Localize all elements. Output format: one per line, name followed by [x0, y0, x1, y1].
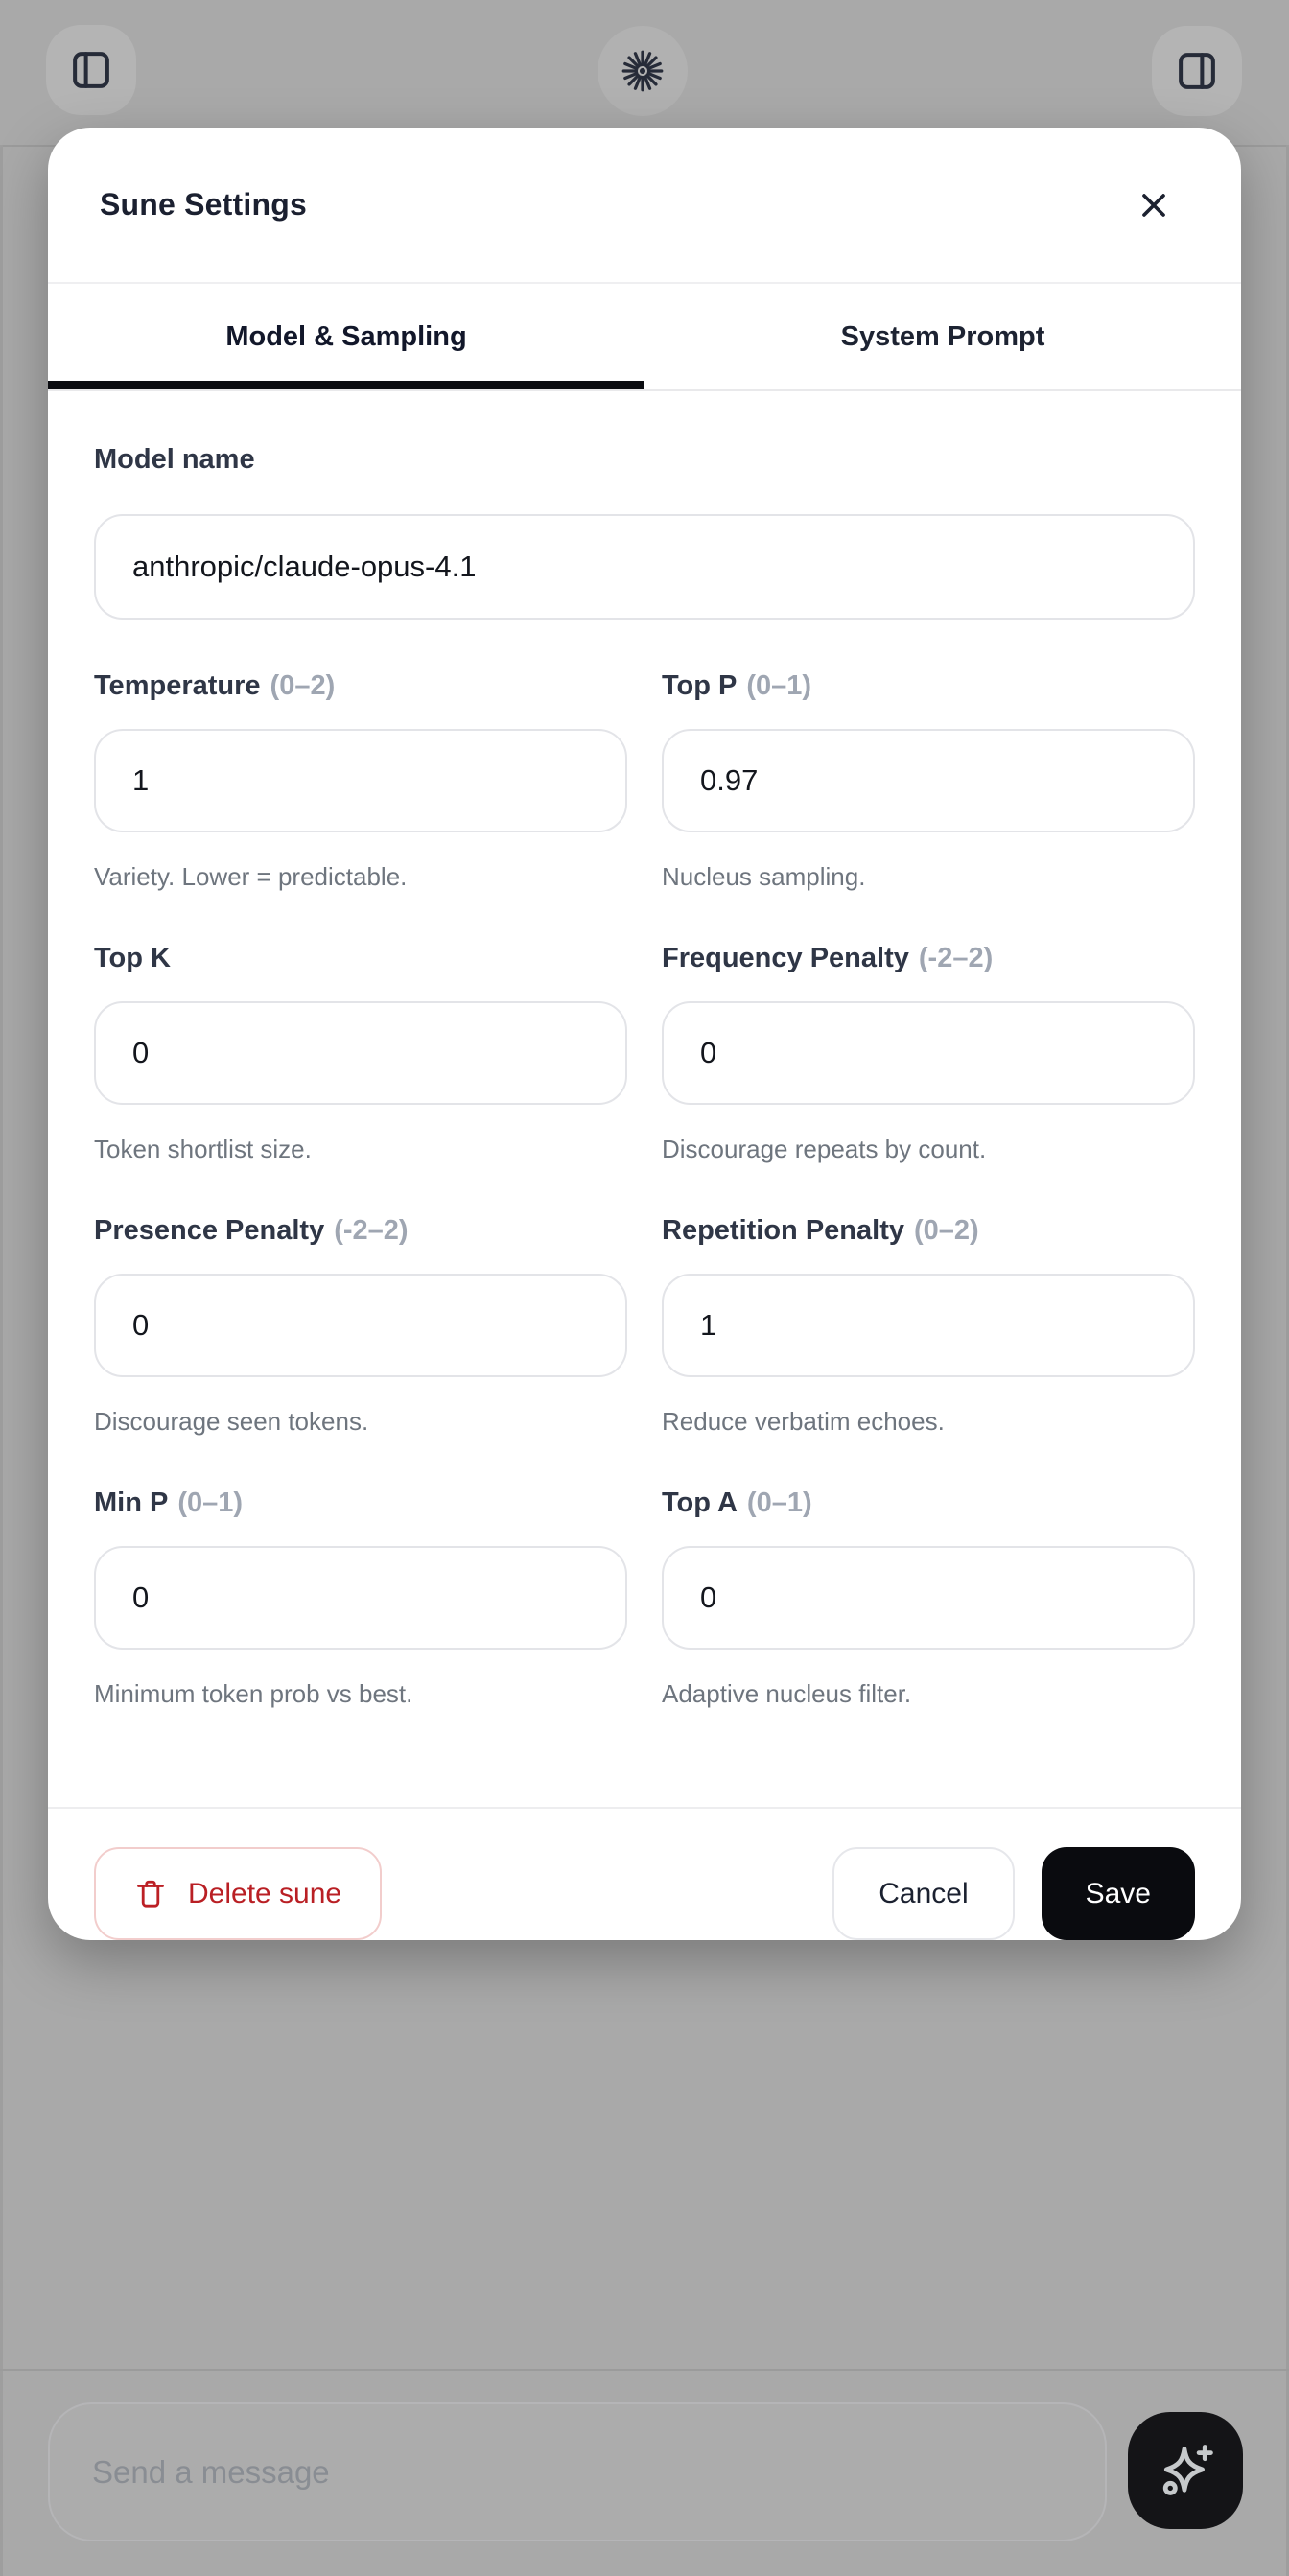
top-k-label: Top K [94, 943, 171, 973]
min-p-label: Min P [94, 1487, 169, 1518]
field-temperature: Temperature (0–2) Variety. Lower = predic… [94, 669, 627, 892]
delete-sune-button[interactable]: Delete sune [94, 1847, 383, 1940]
presence-penalty-label: Presence Penalty [94, 1215, 325, 1246]
temperature-input[interactable] [94, 729, 627, 832]
frequency-penalty-input[interactable] [662, 1001, 1195, 1105]
composer-divider [0, 2369, 1289, 2371]
dialog-header: Sune Settings [48, 128, 1241, 284]
top-a-help: Adaptive nucleus filter. [662, 1679, 912, 1708]
save-button[interactable]: Save [1041, 1847, 1195, 1940]
close-icon [1135, 186, 1173, 224]
top-p-label: Top P [662, 670, 738, 701]
field-presence-penalty: Presence Penalty (-2–2) Discourage seen t… [94, 1214, 627, 1437]
top-a-input[interactable] [662, 1546, 1195, 1650]
presence-penalty-help: Discourage seen tokens. [94, 1407, 369, 1436]
settings-form: Model name Temperature (0–2) Variety. Low… [48, 391, 1241, 1807]
top-k-help: Token shortlist size. [94, 1135, 312, 1163]
message-input[interactable] [48, 2402, 1107, 2541]
app-home-button[interactable] [598, 26, 688, 116]
sampling-params-grid: Temperature (0–2) Variety. Lower = predic… [94, 669, 1195, 1709]
dialog-title: Sune Settings [100, 187, 307, 222]
right-panel-toggle-button[interactable] [1152, 26, 1242, 116]
model-name-label: Model name [94, 444, 255, 475]
background-right-edge [1286, 145, 1289, 2576]
delete-sune-label: Delete sune [188, 1877, 342, 1909]
temperature-label: Temperature [94, 670, 261, 701]
repetition-penalty-label: Repetition Penalty [662, 1215, 904, 1246]
sune-settings-dialog: Sune Settings Model & Sampling System Pr… [48, 128, 1241, 1940]
repetition-penalty-help: Reduce verbatim echoes. [662, 1407, 945, 1436]
trash-icon [134, 1878, 167, 1910]
top-a-range: (0–1) [746, 1487, 812, 1518]
repetition-penalty-range: (0–2) [914, 1215, 979, 1246]
send-sparkle-button[interactable] [1128, 2412, 1243, 2529]
min-p-range: (0–1) [177, 1487, 244, 1518]
settings-tabbar: Model & Sampling System Prompt [48, 284, 1241, 391]
min-p-input[interactable] [94, 1546, 627, 1650]
active-tab-indicator [48, 381, 644, 389]
cancel-button[interactable]: Cancel [832, 1847, 1015, 1940]
top-a-label: Top A [662, 1487, 738, 1518]
field-repetition-penalty: Repetition Penalty (0–2) Reduce verbatim … [662, 1214, 1195, 1437]
repetition-penalty-input[interactable] [662, 1274, 1195, 1377]
field-top-p: Top P (0–1) Nucleus sampling. [662, 669, 1195, 892]
tab-system-prompt[interactable]: System Prompt [644, 284, 1241, 389]
temperature-range: (0–2) [270, 670, 336, 701]
temperature-help: Variety. Lower = predictable. [94, 862, 408, 891]
sidebar-toggle-button[interactable] [46, 25, 136, 115]
tab-model-sampling[interactable]: Model & Sampling [48, 284, 644, 389]
field-top-k: Top K Token shortlist size. [94, 942, 627, 1164]
field-top-a: Top A (0–1) Adaptive nucleus filter. [662, 1487, 1195, 1709]
frequency-penalty-range: (-2–2) [918, 943, 994, 973]
dialog-footer: Delete sune Cancel Save [48, 1807, 1241, 1940]
presence-penalty-range: (-2–2) [334, 1215, 409, 1246]
panel-left-icon [69, 48, 113, 92]
min-p-help: Minimum token prob vs best. [94, 1679, 413, 1708]
background-left-edge [0, 145, 3, 2576]
top-p-range: (0–1) [746, 670, 812, 701]
model-name-input[interactable] [94, 514, 1195, 620]
field-min-p: Min P (0–1) Minimum token prob vs best. [94, 1487, 627, 1709]
top-p-help: Nucleus sampling. [662, 862, 866, 891]
sparkles-icon [1155, 2440, 1216, 2501]
top-p-input[interactable] [662, 729, 1195, 832]
panel-right-icon [1175, 49, 1219, 93]
presence-penalty-input[interactable] [94, 1274, 627, 1377]
frequency-penalty-label: Frequency Penalty [662, 943, 909, 973]
frequency-penalty-help: Discourage repeats by count. [662, 1135, 987, 1163]
starburst-icon [621, 49, 665, 93]
top-k-input[interactable] [94, 1001, 627, 1105]
field-frequency-penalty: Frequency Penalty (-2–2) Discourage repea… [662, 942, 1195, 1164]
close-button[interactable] [1127, 178, 1181, 232]
